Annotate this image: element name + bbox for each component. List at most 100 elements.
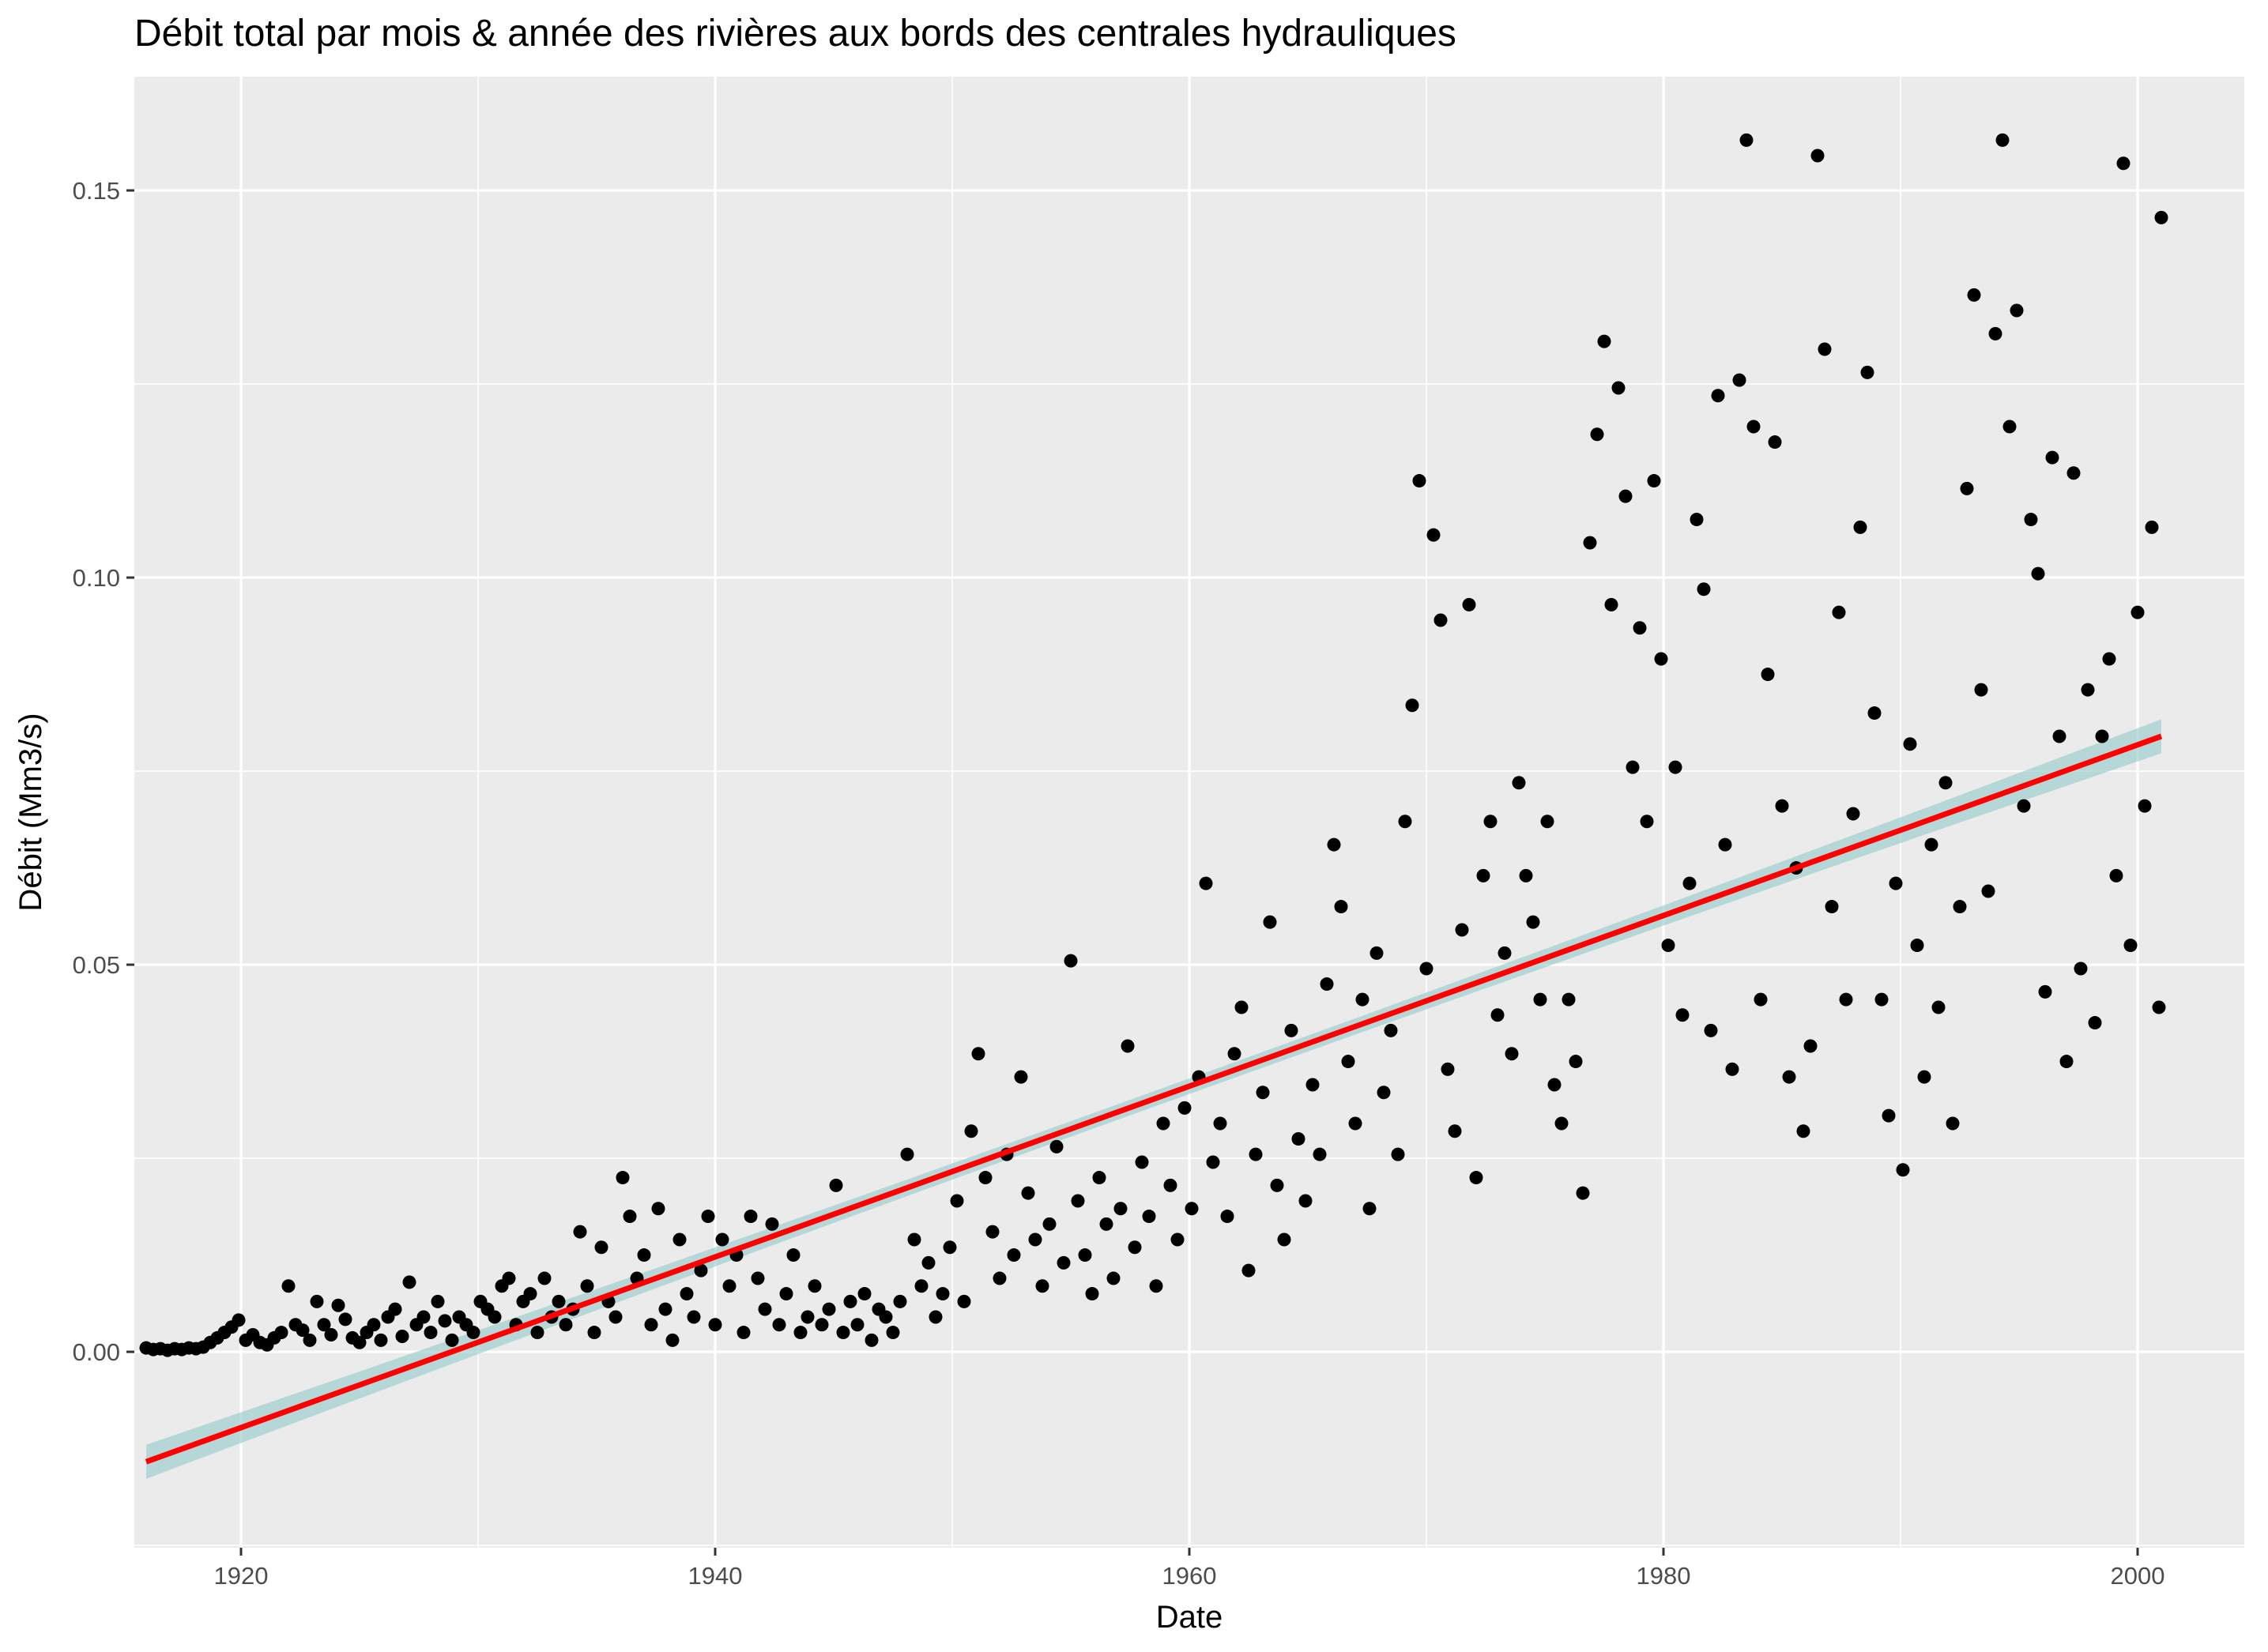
data-point [1384,1023,1398,1037]
y-tick-label: 0.10 [73,564,120,592]
x-tick-label: 2000 [2111,1562,2165,1590]
data-point [672,1232,687,1247]
data-point [559,1318,573,1332]
data-point [651,1202,665,1216]
data-point [1469,1171,1483,1185]
data-point [317,1318,331,1332]
data-point [1263,915,1277,929]
data-point [687,1310,701,1324]
data-point [1739,133,1754,147]
data-point [1697,582,1711,596]
regression-line-layer [145,733,2163,1465]
data-point [1882,1108,1896,1123]
data-point [715,1232,729,1247]
data-point [1220,1210,1234,1224]
data-point [1092,1171,1106,1185]
chart-title: Débit total par mois & année des rivière… [134,13,1456,55]
data-point [665,1333,680,1347]
data-point [608,1310,623,1324]
data-point [1121,1039,1135,1053]
data-point [758,1302,772,1316]
data-point [1064,954,1078,968]
data-point [1860,365,1874,379]
y-tick-label: 0.05 [73,951,120,979]
x-tick-label: 1920 [214,1562,269,1590]
data-point [1547,1078,1562,1092]
data-point [523,1287,537,1301]
data-point [1185,1202,1199,1216]
data-point [921,1255,936,1270]
data-point [1782,1070,1796,1084]
data-point [296,1323,310,1338]
data-point [1725,1062,1739,1076]
data-point [1170,1232,1185,1247]
data-point [1746,420,1761,434]
data-point [1227,1047,1241,1061]
data-point [2010,303,2024,318]
data-point [865,1333,879,1347]
data-point [1754,992,1768,1007]
data-point [1768,435,1782,450]
data-point [1455,923,1469,937]
data-point [1377,1086,1391,1100]
data-point [1604,597,1618,612]
data-point [829,1178,843,1192]
data-point [936,1287,950,1301]
data-point [1035,1279,1049,1293]
data-point [1305,1078,1320,1092]
data-point [1277,1232,1291,1247]
data-point [2059,1055,2074,1069]
data-point [1398,815,1412,829]
data-point [943,1240,957,1255]
x-tick-label: 1940 [688,1562,743,1590]
data-point [1078,1248,1092,1263]
data-point [701,1210,715,1224]
data-point [2116,156,2130,171]
data-point [466,1326,480,1340]
data-point [580,1279,594,1293]
data-point [1718,837,1732,852]
data-point [1135,1155,1149,1169]
data-point [1028,1232,1042,1247]
data-point [658,1302,672,1316]
data-point [1995,133,2010,147]
data-point [2024,513,2038,527]
data-point [2109,868,2123,882]
data-point [395,1329,409,1343]
data-point [2031,566,2045,581]
data-point [1690,513,1704,527]
data-point [2152,1000,2166,1014]
data-point [1142,1210,1156,1224]
data-point [1434,613,1448,627]
data-point [416,1310,431,1324]
data-point [1334,900,1348,914]
data-point [1505,1047,1519,1061]
data-point [1426,528,1441,542]
data-point [2081,683,2095,697]
data-point [1298,1194,1313,1208]
data-point [1981,884,1995,898]
data-point [424,1326,438,1340]
data-point [1391,1147,1405,1161]
data-point [907,1232,921,1247]
data-point [2154,210,2168,224]
data-point [488,1310,502,1324]
data-point [2017,799,2031,813]
data-point [1049,1139,1064,1153]
data-point [388,1302,402,1316]
data-point [1903,737,1917,751]
data-point [537,1271,552,1285]
data-point [737,1326,751,1340]
data-point [1206,1155,1220,1169]
data-point [801,1310,815,1324]
data-point [1626,760,1640,774]
data-point [886,1326,900,1340]
data-point [2088,1016,2102,1030]
data-point [1889,876,1903,890]
data-point [644,1318,658,1332]
data-point [331,1298,345,1312]
data-point [1163,1178,1177,1192]
data-point [2066,466,2081,480]
data-point [1540,815,1554,829]
